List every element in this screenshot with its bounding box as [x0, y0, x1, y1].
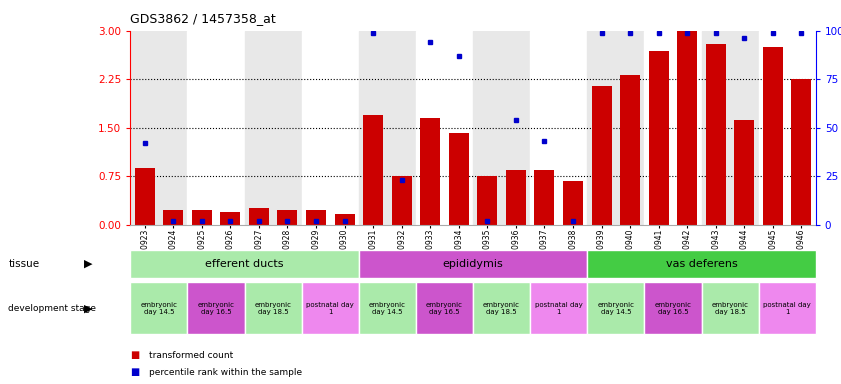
Bar [706, 44, 726, 225]
Text: ▶: ▶ [84, 303, 93, 313]
Bar [734, 120, 754, 225]
Text: postnatal day
1: postnatal day 1 [764, 302, 811, 314]
Bar [302, 31, 331, 225]
Bar [535, 170, 554, 225]
Bar [673, 31, 701, 225]
Text: ▶: ▶ [84, 259, 93, 269]
Text: GDS3862 / 1457358_at: GDS3862 / 1457358_at [130, 12, 276, 25]
Bar [677, 31, 697, 225]
Bar [416, 31, 445, 225]
Text: transformed count: transformed count [149, 351, 233, 360]
Bar [273, 31, 302, 225]
Bar [363, 115, 383, 225]
Bar [388, 31, 416, 225]
Bar [701, 31, 730, 225]
Text: epididymis: epididymis [442, 259, 504, 269]
Bar [159, 31, 188, 225]
Text: tissue: tissue [8, 259, 40, 269]
Bar [188, 31, 216, 225]
Text: embryonic
day 18.5: embryonic day 18.5 [711, 302, 748, 314]
Bar [473, 31, 501, 225]
Bar [135, 168, 155, 225]
Text: postnatal day
1: postnatal day 1 [306, 302, 354, 314]
Bar [249, 209, 269, 225]
Bar [759, 31, 787, 225]
Bar [392, 176, 411, 225]
Bar [506, 170, 526, 225]
Text: embryonic
day 14.5: embryonic day 14.5 [597, 302, 634, 314]
Bar [791, 79, 812, 225]
Text: efferent ducts: efferent ducts [205, 259, 284, 269]
Text: postnatal day
1: postnatal day 1 [535, 302, 583, 314]
Text: embryonic
day 18.5: embryonic day 18.5 [483, 302, 520, 314]
Bar [278, 210, 298, 225]
Bar [644, 31, 673, 225]
Bar [587, 31, 616, 225]
Bar [331, 31, 359, 225]
Bar [245, 31, 273, 225]
Bar [501, 31, 530, 225]
Text: embryonic
day 18.5: embryonic day 18.5 [255, 302, 292, 314]
Bar [787, 31, 816, 225]
Bar [763, 47, 783, 225]
Bar [730, 31, 759, 225]
Text: ■: ■ [130, 350, 140, 360]
Text: vas deferens: vas deferens [666, 259, 738, 269]
Bar [216, 31, 245, 225]
Text: embryonic
day 14.5: embryonic day 14.5 [369, 302, 406, 314]
Bar [192, 210, 212, 225]
Bar [620, 74, 640, 225]
Bar [220, 212, 241, 225]
Bar [445, 31, 473, 225]
Text: embryonic
day 16.5: embryonic day 16.5 [426, 302, 463, 314]
Bar [591, 86, 611, 225]
Bar [478, 176, 497, 225]
Bar [563, 181, 583, 225]
Bar [163, 210, 183, 225]
Bar [359, 31, 388, 225]
Text: embryonic
day 16.5: embryonic day 16.5 [654, 302, 691, 314]
Bar [449, 133, 468, 225]
Bar [420, 118, 440, 225]
Bar [335, 214, 355, 225]
Bar [130, 31, 159, 225]
Text: embryonic
day 16.5: embryonic day 16.5 [198, 302, 235, 314]
Bar [306, 210, 326, 225]
Bar [558, 31, 587, 225]
Bar [648, 51, 669, 225]
Bar [530, 31, 558, 225]
Text: development stage: development stage [8, 304, 97, 313]
Bar [616, 31, 644, 225]
Text: embryonic
day 14.5: embryonic day 14.5 [140, 302, 177, 314]
Text: ■: ■ [130, 367, 140, 377]
Text: percentile rank within the sample: percentile rank within the sample [149, 368, 302, 377]
